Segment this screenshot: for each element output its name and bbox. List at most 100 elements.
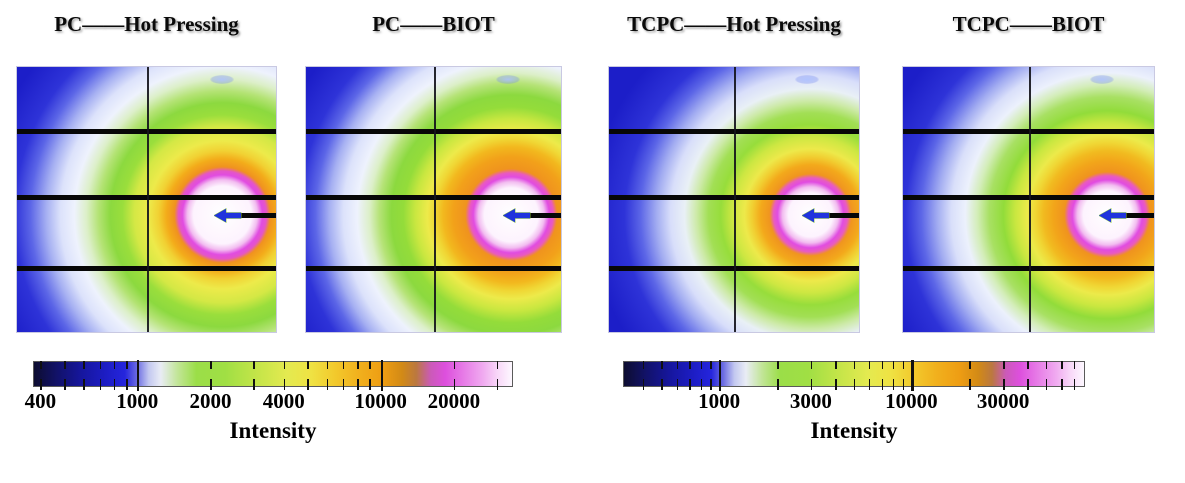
colorbar-tick — [357, 379, 359, 390]
colorbar-major-tick — [719, 360, 722, 391]
intensity-colorbar-1: 400 1000 2000 4000 10000 20000 Intensity — [25, 360, 513, 471]
colorbar-tick — [126, 379, 128, 390]
beamstop-arm — [526, 213, 561, 219]
colorbar-tick — [642, 379, 645, 390]
colorbar-tick — [99, 361, 102, 369]
colorbar-tick — [369, 379, 372, 390]
colorbar-tick — [1003, 379, 1005, 390]
colorbar-tick-label: 20000 — [427, 389, 481, 413]
colorbar-tick — [892, 379, 895, 390]
colorbar-tick — [1027, 379, 1029, 390]
colorbar-tick-label: 2000 — [189, 389, 232, 413]
colorbar-tick — [868, 361, 871, 369]
colorbar-tick — [496, 379, 499, 390]
beamstop-arm — [826, 213, 859, 219]
bright-spot — [209, 75, 234, 84]
colorbar-major-tick — [911, 360, 914, 391]
colorbar-tick — [113, 379, 116, 390]
colorbar-tick — [126, 361, 128, 369]
beamstop-arm — [237, 213, 276, 219]
colorbar-tick — [881, 361, 884, 369]
colorbar-tick — [342, 379, 345, 390]
colorbar-tick — [710, 379, 712, 390]
colorbar-tick — [83, 361, 85, 369]
colorbar-tick — [1045, 379, 1048, 390]
colorbar-tick — [834, 379, 837, 390]
bright-spot — [1089, 75, 1114, 84]
colorbar-tick — [1073, 379, 1076, 390]
colorbar-tick — [210, 361, 213, 369]
intensity-colorbar-2: 1000 3000 10000 30000 Intensity — [623, 360, 1085, 471]
colorbar-tick — [902, 379, 905, 390]
colorbar-tick — [453, 361, 456, 369]
colorbar-major-tick — [137, 360, 140, 391]
panel-title-2: PC——BIOT — [372, 12, 495, 36]
colorbar-tick-label: 1000 — [698, 389, 741, 413]
colorbar-tick — [40, 361, 42, 369]
colorbar-tick — [63, 379, 66, 390]
colorbar-tick — [453, 379, 456, 390]
colorbar-tick — [661, 379, 663, 390]
colorbar-tick-label: 3000 — [789, 389, 832, 413]
colorbar-gradient — [33, 361, 513, 387]
colorbar-tick-label: 10000 — [885, 389, 938, 413]
colorbar-tick — [700, 379, 703, 390]
colorbar-tick — [853, 379, 856, 390]
colorbar-title: Intensity — [810, 418, 898, 443]
colorbar-tick-label: 10000 — [354, 389, 407, 413]
colorbar-tick — [777, 379, 779, 390]
detector-gap-vline — [146, 67, 149, 332]
colorbar-tick — [969, 361, 971, 369]
beamstop-arm — [1122, 213, 1154, 219]
detector-gap-vline — [1028, 67, 1031, 332]
colorbar-tick — [853, 361, 856, 369]
colorbar-tick-label: 400 — [24, 389, 57, 413]
colorbar-tick — [1073, 361, 1076, 369]
bright-spot — [794, 75, 819, 84]
colorbar-tick — [283, 379, 286, 390]
colorbar-tick — [496, 361, 499, 369]
colorbar-tick — [113, 361, 116, 369]
colorbar-tick — [902, 361, 905, 369]
beamstop-arrow-icon — [1098, 208, 1127, 228]
diffraction-pattern-3 — [608, 66, 860, 333]
colorbar-tick — [326, 379, 329, 390]
detector-gap-vline — [734, 67, 736, 332]
colorbar-tick — [342, 361, 345, 369]
colorbar-tick — [1060, 361, 1063, 369]
colorbar-tick — [969, 379, 971, 390]
colorbar-tick — [661, 361, 663, 369]
colorbar-tick — [253, 379, 255, 390]
colorbar-tick — [810, 379, 813, 390]
colorbar-tick — [689, 379, 691, 390]
colorbar-tick — [283, 361, 286, 369]
colorbar-tick-label: 4000 — [262, 389, 305, 413]
colorbar-tick — [834, 361, 837, 369]
colorbar-tick — [1003, 361, 1005, 369]
panel-title-1: PC——Hot Pressing — [54, 12, 239, 36]
beamstop-arrow-icon — [213, 208, 242, 228]
diffraction-pattern-1 — [16, 66, 277, 333]
colorbar-tick — [868, 379, 871, 390]
colorbar-tick — [210, 379, 213, 390]
colorbar-tick — [689, 361, 691, 369]
colorbar-major-tick — [380, 360, 383, 391]
panel-title-3: TCPC——Hot Pressing — [627, 12, 841, 36]
detector-gap-vline — [433, 67, 436, 332]
colorbar-tick — [63, 361, 66, 369]
colorbar-tick — [307, 379, 309, 390]
colorbar-tick — [810, 361, 813, 369]
colorbar-tick — [892, 361, 895, 369]
colorbar-title: Intensity — [229, 418, 317, 443]
beamstop-arrow-icon — [801, 208, 830, 228]
colorbar-tick — [40, 379, 42, 390]
diffraction-pattern-2 — [305, 66, 562, 333]
colorbar-tick — [676, 379, 679, 390]
colorbar-tick — [99, 379, 102, 390]
colorbar-tick — [83, 379, 85, 390]
colorbar-tick — [369, 361, 372, 369]
colorbar-tick — [676, 361, 679, 369]
colorbar-tick — [1045, 361, 1048, 369]
colorbar-tick — [1027, 361, 1029, 369]
